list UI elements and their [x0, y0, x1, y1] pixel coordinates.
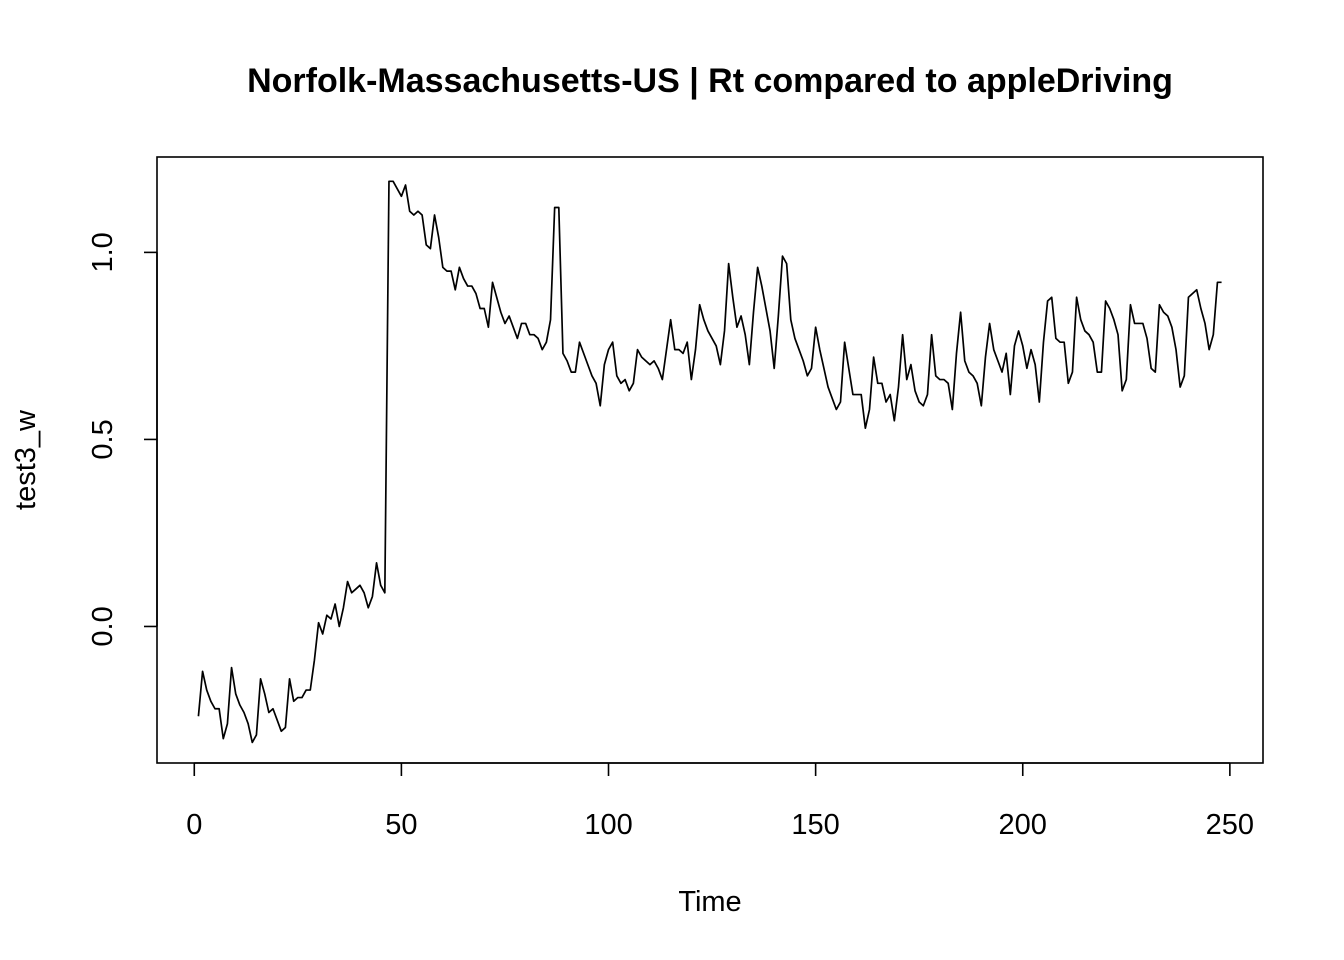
- chart-title: Norfolk-Massachusetts-US | Rt compared t…: [247, 62, 1173, 100]
- y-axis-label: test3_w: [10, 409, 42, 510]
- plot-area-border: [156, 156, 1264, 764]
- series-line: [197, 180, 1222, 744]
- y-tick-label: 0.0: [87, 606, 119, 646]
- y-tick-label: 0.5: [87, 419, 119, 459]
- y-axis: 0.0 0.5 1.0: [87, 232, 158, 647]
- x-tick-label: 150: [791, 809, 839, 841]
- x-tick-label: 0: [186, 809, 202, 841]
- x-tick-label: 100: [584, 809, 632, 841]
- x-tick-label: 250: [1206, 809, 1254, 841]
- x-axis: 0 50 100 150 200 250: [186, 762, 1254, 841]
- y-tick-label: 1.0: [87, 232, 119, 272]
- x-tick-label: 50: [385, 809, 417, 841]
- x-axis-label: Time: [678, 886, 741, 918]
- x-tick-label: 200: [999, 809, 1047, 841]
